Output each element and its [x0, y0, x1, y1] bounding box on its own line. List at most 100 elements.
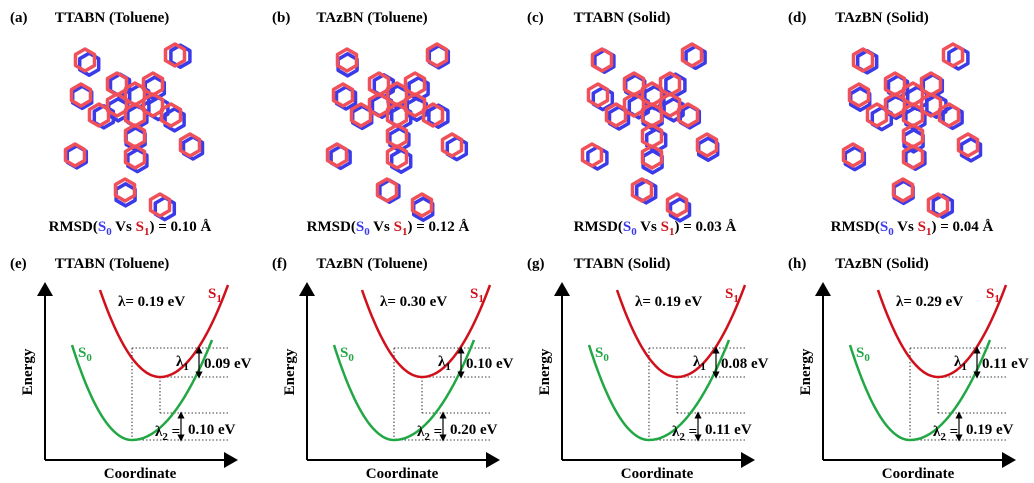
lambda1-value: 0.10 eV	[466, 356, 514, 372]
panel-title: TTABN (Toluene)	[55, 10, 170, 26]
lambda2-symbol: λ2 =	[417, 424, 442, 443]
text-part: S	[595, 345, 603, 361]
text-part: S	[725, 286, 733, 302]
y-axis-label: Energy	[798, 348, 814, 395]
text-part: = 0.04 Å	[940, 219, 993, 235]
y-axis-label: Energy	[20, 348, 36, 395]
s0-label: S0	[340, 345, 354, 364]
subscript: 0	[864, 352, 870, 364]
panel-title: TAzBN (Toluene)	[316, 10, 427, 26]
body: (a)TTABN (Toluene)RMSD(S0 Vs S1) = 0.10 …	[0, 0, 1034, 483]
panel-title: TTABN (Solid)	[574, 256, 671, 272]
subscript: 1	[994, 293, 1000, 305]
lambda2-value: 0.11 eV	[705, 422, 752, 438]
lambda2-value: 0.19 eV	[966, 422, 1014, 438]
lambda-total: λ= 0.19 eV	[118, 294, 185, 310]
panel-title: TAzBN (Solid)	[835, 10, 928, 26]
bond	[944, 44, 963, 66]
text-part: Vs	[894, 219, 918, 235]
panel-title: TAzBN (Toluene)	[316, 256, 427, 272]
x-axis-label: Coordinate	[882, 466, 955, 482]
panel-label: (f)	[272, 256, 287, 272]
panel-label: (h)	[788, 256, 806, 272]
panel-label: (g)	[527, 256, 545, 272]
y-axis-label: Energy	[537, 348, 553, 395]
subscript: 1	[733, 293, 739, 305]
text-part: )	[407, 219, 416, 235]
lambda2-symbol: λ2 =	[155, 424, 180, 443]
subscript: 1	[961, 361, 967, 373]
lambda2-value: 0.10 eV	[188, 422, 236, 438]
text-part: S	[356, 219, 364, 235]
subscript: 1	[700, 361, 706, 373]
text-part: S	[340, 345, 348, 361]
lambda2-symbol: λ2 =	[933, 424, 958, 443]
panel-title: TTABN (Solid)	[574, 10, 671, 26]
molecule	[328, 44, 467, 220]
panel-title: TTABN (Toluene)	[55, 256, 170, 272]
x-axis-label: Coordinate	[104, 466, 177, 482]
text-part: = 0.12 Å	[416, 219, 469, 235]
lambda1-value: 0.11 eV	[982, 356, 1029, 372]
text-part: =	[946, 424, 958, 440]
bond	[589, 84, 608, 106]
y-axis-label: Energy	[282, 348, 298, 395]
text-part: RMSD(	[49, 219, 98, 235]
text-part: S	[856, 345, 864, 361]
s0-label: S0	[856, 345, 870, 364]
bond	[151, 194, 170, 216]
panel-label: (a)	[10, 10, 28, 26]
lambda-total: λ= 0.19 eV	[635, 294, 702, 310]
text-part: )	[931, 219, 940, 235]
text-part: S	[208, 286, 216, 302]
lambda-total: λ= 0.29 eV	[896, 294, 963, 310]
text-part: RMSD(	[574, 219, 623, 235]
text-part: =	[430, 424, 442, 440]
figure: (a)TTABN (Toluene)RMSD(S0 Vs S1) = 0.10 …	[0, 0, 1034, 483]
panel-label: (d)	[788, 10, 806, 26]
bond	[443, 134, 462, 156]
panel-label: (c)	[527, 10, 544, 26]
lambda2-value: 0.20 eV	[450, 422, 498, 438]
text-part: Vs	[112, 219, 136, 235]
s1-label: S1	[208, 286, 222, 305]
molecule	[66, 44, 203, 220]
text-part: )	[149, 219, 158, 235]
molecule	[844, 44, 981, 217]
text-part: RMSD(	[831, 219, 880, 235]
panel-title: TAzBN (Solid)	[835, 256, 928, 272]
bond	[583, 144, 602, 166]
subscript: 0	[348, 352, 354, 364]
text-part: S	[661, 219, 669, 235]
s1-label: S1	[725, 286, 739, 305]
text-part: S	[880, 219, 888, 235]
text-part: S	[98, 219, 106, 235]
s1-label: S1	[986, 286, 1000, 305]
subscript: 0	[603, 352, 609, 364]
subscript: 1	[183, 361, 189, 373]
subscript: 1	[216, 293, 222, 305]
text-part: Vs	[370, 219, 394, 235]
text-part: )	[674, 219, 683, 235]
text-part: S	[623, 219, 631, 235]
bond	[868, 104, 887, 126]
text-part: S	[986, 286, 994, 302]
s0-label: S0	[595, 345, 609, 364]
lambda-total: λ= 0.30 eV	[380, 294, 447, 310]
subscript: 1	[478, 293, 484, 305]
text-part: = 0.10 Å	[158, 219, 211, 235]
text-part: S	[918, 219, 926, 235]
text-part: =	[685, 424, 697, 440]
text-part: = 0.03 Å	[683, 219, 736, 235]
panel-label: (e)	[10, 256, 27, 272]
text-part: S	[136, 219, 144, 235]
rmsd: RMSD(S0 Vs S1) = 0.12 Å	[307, 219, 470, 238]
s1-label: S1	[470, 286, 484, 305]
lambda1-value: 0.09 eV	[204, 356, 252, 372]
text-part: RMSD(	[307, 219, 356, 235]
x-axis-label: Coordinate	[366, 466, 439, 482]
rmsd: RMSD(S0 Vs S1) = 0.04 Å	[831, 219, 994, 238]
rmsd: RMSD(S0 Vs S1) = 0.10 Å	[49, 219, 212, 238]
lambda1-value: 0.08 eV	[721, 356, 769, 372]
lambda2-symbol: λ2 =	[672, 424, 697, 443]
